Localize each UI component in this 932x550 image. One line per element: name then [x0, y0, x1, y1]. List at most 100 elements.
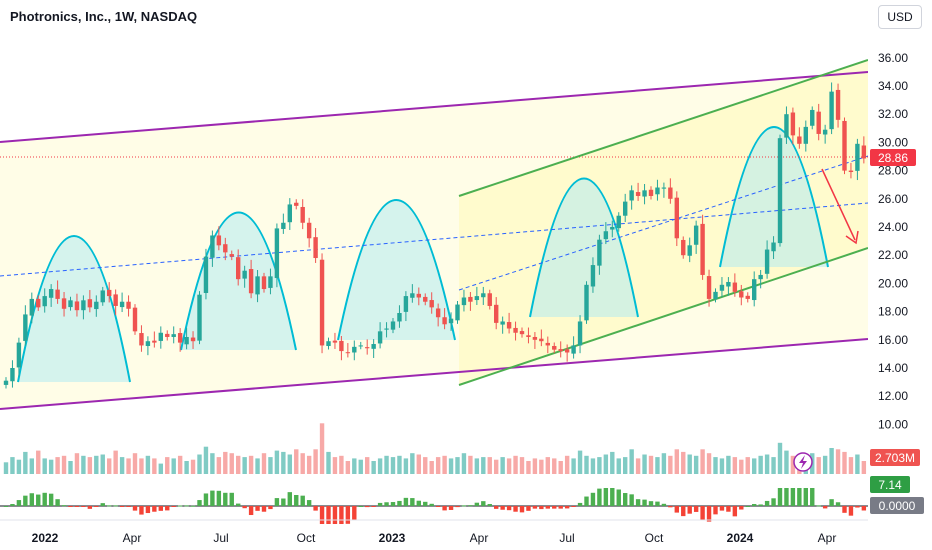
- candle-body: [610, 227, 615, 230]
- oscillator-bar: [448, 506, 454, 510]
- volume-bar: [842, 451, 847, 474]
- candle-body: [119, 301, 125, 308]
- green-upper-line[interactable]: [458, 59, 868, 197]
- oscillator-bar: [107, 505, 112, 507]
- currency-button[interactable]: USD: [878, 5, 922, 29]
- volume-bar: [584, 455, 589, 474]
- volume-bar: [113, 450, 118, 474]
- volume-bar: [203, 446, 209, 474]
- volume-bar: [745, 457, 750, 474]
- candle-body: [332, 340, 338, 343]
- candle-body: [461, 297, 467, 306]
- volume-bar: [177, 455, 183, 474]
- candle-body: [216, 235, 222, 246]
- candle-body: [810, 109, 815, 126]
- candle-body: [352, 346, 357, 353]
- oscillator-bar: [126, 506, 131, 507]
- volume-bar: [674, 449, 679, 474]
- candle-body: [132, 307, 138, 332]
- candle-body: [210, 235, 215, 258]
- candle-body: [468, 296, 473, 302]
- volume-bar: [777, 442, 783, 474]
- volume-bar: [519, 457, 525, 474]
- oscillator-bar: [197, 500, 202, 506]
- candle-body: [855, 143, 860, 171]
- y-tick-label: 36.00: [878, 51, 908, 65]
- oscillator-bar: [416, 500, 421, 506]
- volume-bar: [603, 454, 609, 474]
- oscillator-bar: [384, 502, 389, 506]
- volume-bar: [126, 458, 131, 474]
- candle-body: [416, 293, 421, 298]
- lightning-icon[interactable]: [793, 452, 813, 472]
- oscillator-bar: [371, 506, 376, 507]
- oscillator-bar: [513, 506, 518, 512]
- oscillator-bar: [861, 506, 867, 511]
- candle-body: [87, 299, 93, 308]
- green-lower-line[interactable]: [458, 247, 868, 386]
- oscillator-bar: [345, 506, 351, 524]
- volume-bar: [513, 455, 518, 474]
- oscillator-bar: [397, 500, 402, 506]
- candle-body: [190, 337, 196, 342]
- volume-bar: [693, 455, 699, 474]
- y-tick-label: 26.00: [878, 192, 908, 206]
- price-badge-text: 28.86: [878, 151, 908, 165]
- candle-body: [100, 290, 105, 303]
- volume-bar: [423, 457, 428, 474]
- oscillator-bar: [835, 502, 841, 506]
- x-tick-label: 2023: [379, 531, 406, 545]
- candle-body: [397, 313, 402, 322]
- oscillator-badge-text: 7.14: [878, 478, 902, 492]
- dashed-trend-2: [458, 155, 868, 291]
- volume-bar: [713, 457, 718, 474]
- candle-body: [236, 257, 241, 280]
- volume-bar: [500, 457, 505, 474]
- oscillator-bar: [358, 506, 363, 507]
- candle-body: [281, 222, 286, 229]
- candle-body: [661, 187, 667, 189]
- volume-bar: [681, 451, 686, 474]
- candle-body: [113, 294, 118, 306]
- oscillator-bar: [713, 506, 718, 515]
- oscillator-badge: 7.14: [870, 476, 910, 493]
- oscillator-bar: [352, 506, 357, 520]
- candle-body: [719, 284, 725, 291]
- candle-body: [668, 187, 673, 199]
- oscillator-bar: [300, 495, 305, 506]
- oscillator-bar: [377, 502, 383, 506]
- candle-body: [474, 296, 480, 301]
- volume-bar: [642, 454, 647, 474]
- oscillator-bar: [36, 494, 41, 506]
- candle-body: [429, 300, 434, 308]
- volume-bar: [848, 457, 854, 474]
- volume-bar: [287, 454, 292, 474]
- candle-body: [713, 291, 718, 299]
- volume-bar: [165, 457, 170, 474]
- volume-bar: [306, 455, 312, 474]
- candle-body: [261, 276, 267, 290]
- purple-upper-line[interactable]: [0, 71, 868, 143]
- purple-lower-line[interactable]: [0, 338, 868, 410]
- volume-bar: [855, 454, 860, 474]
- volume-bar: [752, 458, 757, 474]
- oscillator-bar: [700, 506, 705, 520]
- oscillator-bar: [81, 506, 86, 507]
- volume-bar: [571, 458, 576, 474]
- oscillator-bar: [822, 506, 828, 509]
- volume-bar: [16, 459, 22, 474]
- candle-body: [616, 215, 621, 229]
- volume-bar: [739, 459, 744, 474]
- candle-body: [442, 317, 447, 325]
- volume-bar: [81, 455, 86, 474]
- volume-bar: [416, 454, 421, 474]
- oscillator-bar: [294, 495, 299, 506]
- candle-body: [171, 334, 176, 337]
- oscillator-bar: [687, 506, 692, 514]
- volume-bar: [216, 457, 222, 474]
- oscillator-bar: [564, 506, 570, 509]
- chart-title: Photronics, Inc., 1W, NASDAQ: [10, 9, 198, 24]
- volume-bar: [429, 461, 434, 474]
- oscillator-bar: [745, 506, 750, 507]
